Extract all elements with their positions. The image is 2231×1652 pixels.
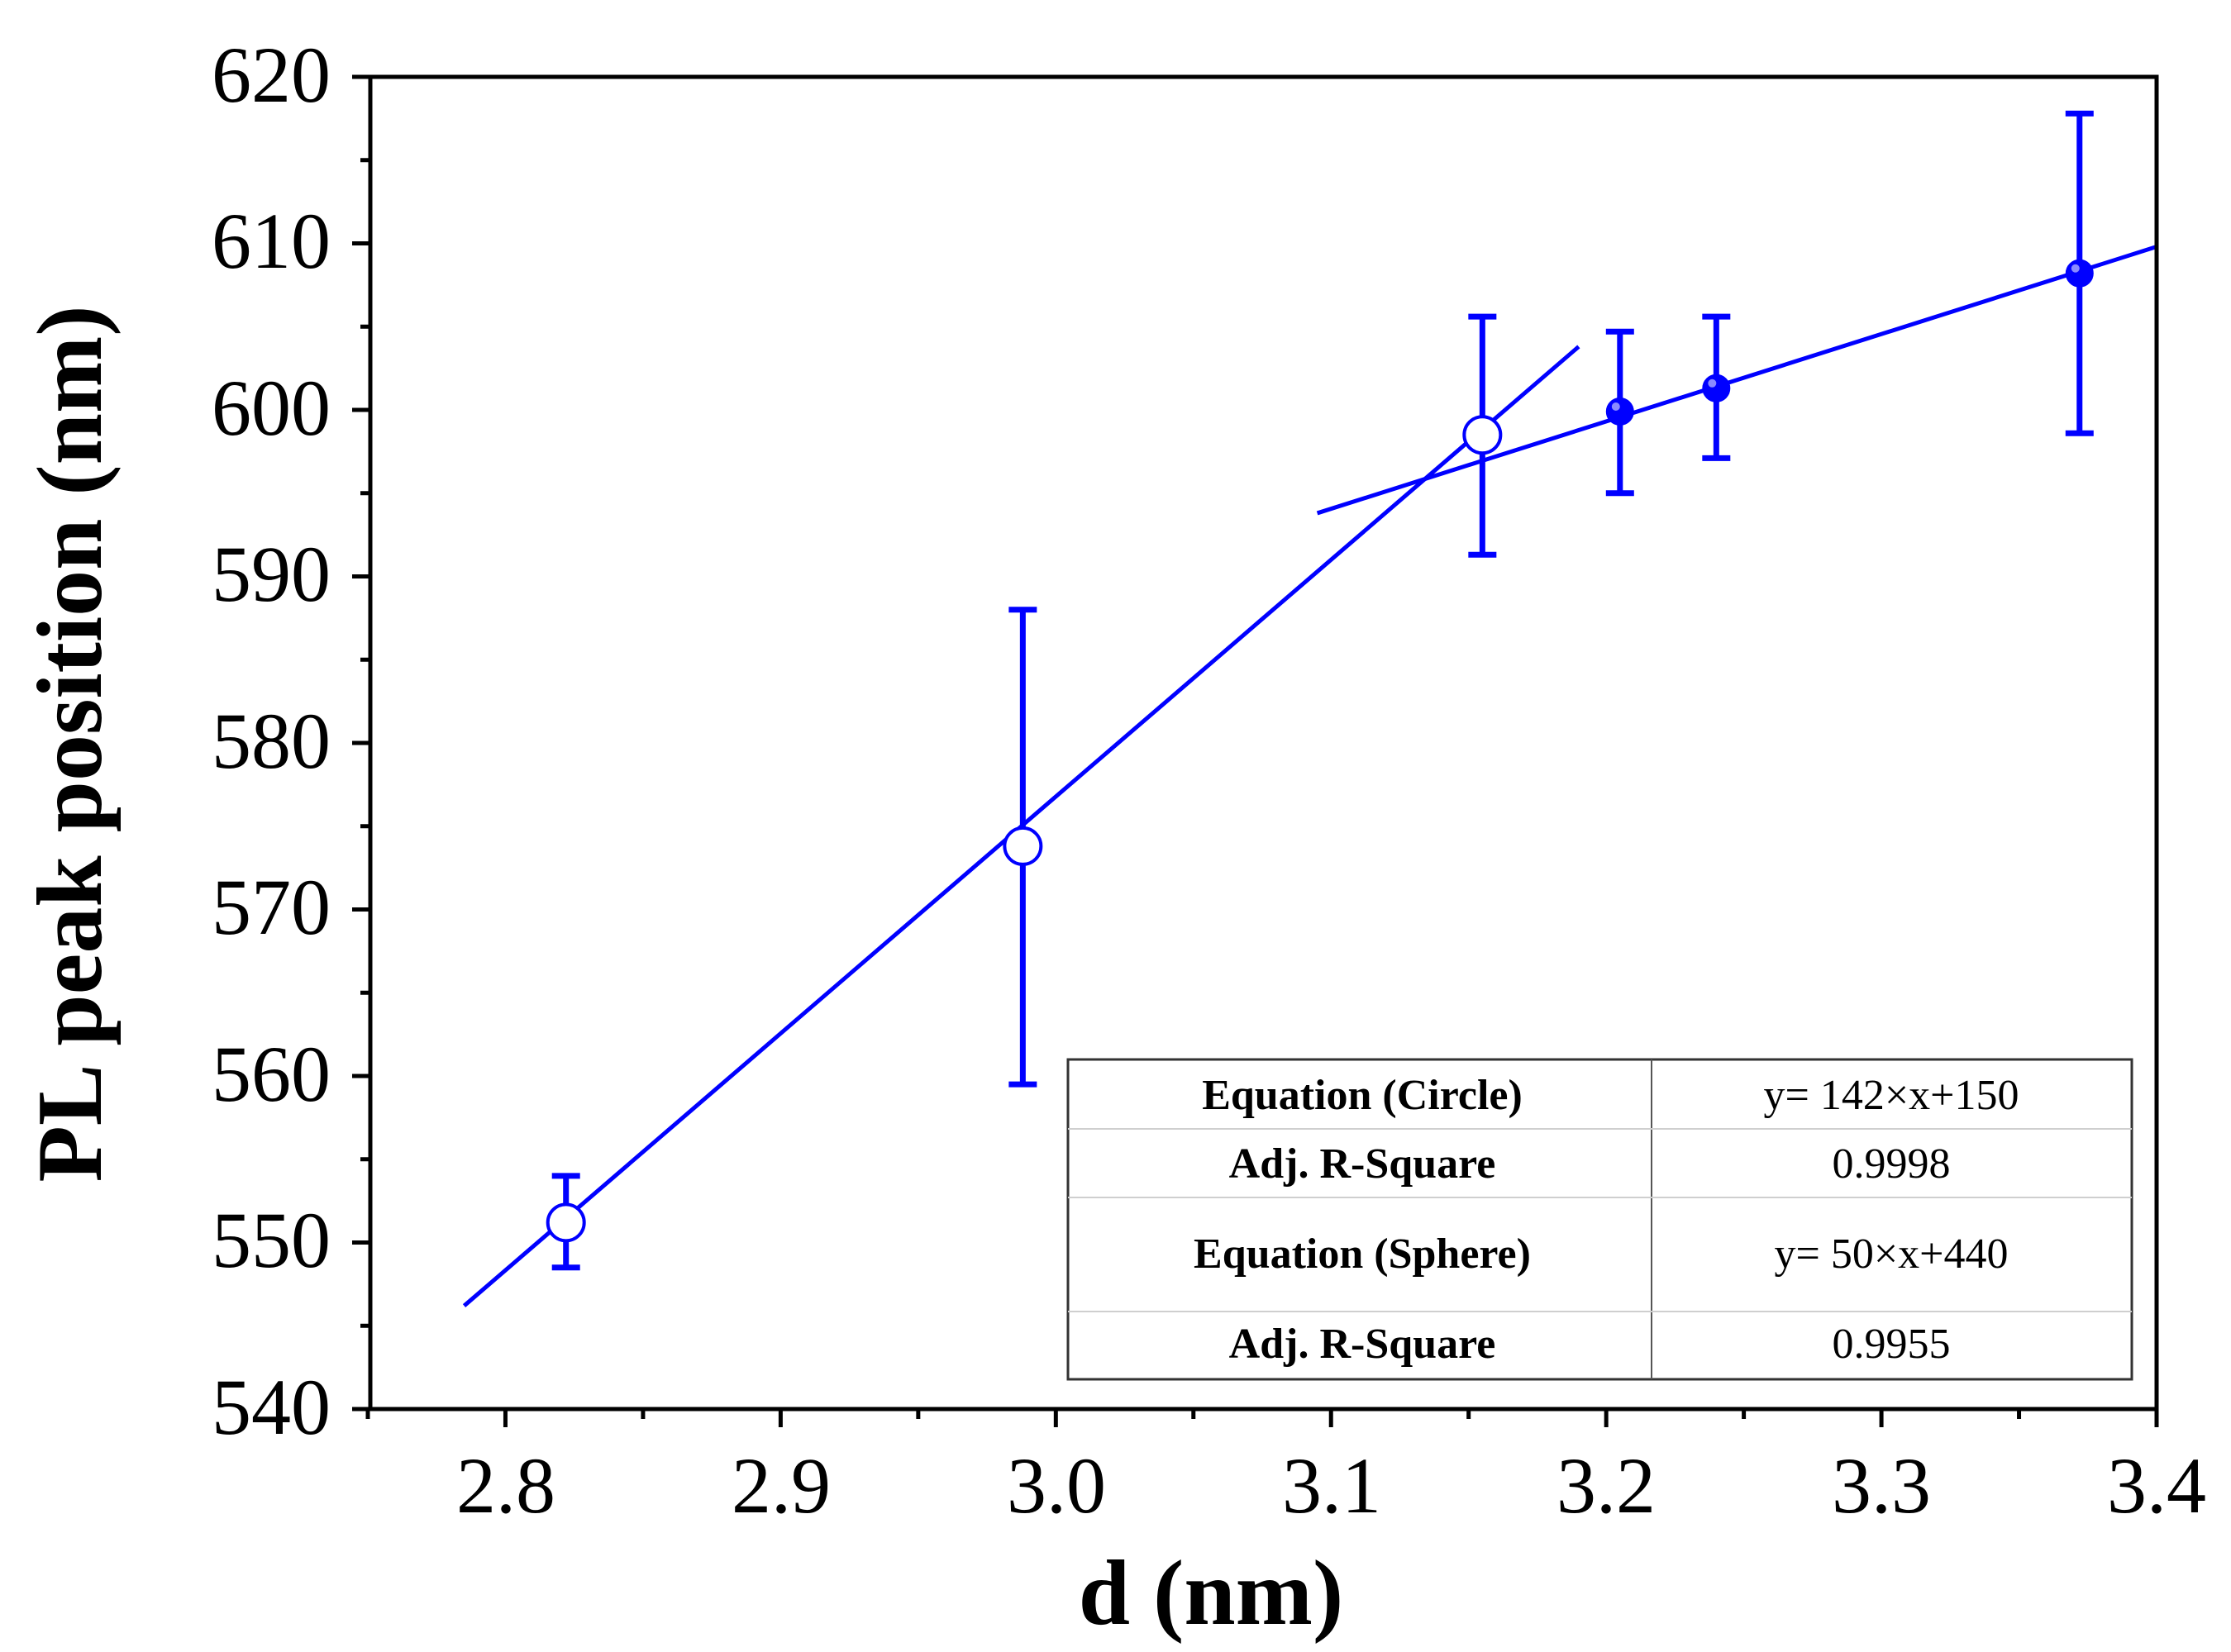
x-axis-title: d (nm) (1079, 1542, 1343, 1645)
x-tick-label: 2.9 (732, 1441, 831, 1530)
y-axis-ticks (352, 74, 370, 1412)
data-point-sphere (2065, 259, 2094, 288)
table-row-label: Adj. R-Square (1229, 1321, 1496, 1368)
table-row-label: Adj. R-Square (1229, 1140, 1496, 1188)
data-point-circle (1003, 826, 1043, 866)
y-tick-label: 570 (212, 863, 331, 951)
x-tick-label: 3.1 (1282, 1441, 1381, 1530)
y-tick-label: 540 (212, 1363, 331, 1451)
y-tick-label: 560 (212, 1030, 331, 1118)
y-tick-label: 610 (212, 197, 331, 285)
x-tick-label: 3.0 (1007, 1441, 1106, 1530)
data-point-highlight (1708, 378, 1717, 388)
x-tick-label: 3.4 (2107, 1441, 2206, 1530)
table-row-value: 0.9998 (1833, 1140, 1951, 1188)
x-axis-ticks (365, 1409, 2159, 1427)
table-frame (1066, 1058, 2133, 1381)
table-row-value: y= 142×x+150 (1764, 1072, 2019, 1119)
table-row-value: y= 50×x+440 (1775, 1231, 2009, 1278)
x-tick-label: 2.8 (456, 1441, 555, 1530)
table-row-label: Equation (Circle) (1202, 1072, 1523, 1119)
y-tick-label: 620 (212, 31, 331, 119)
data-point-highlight (1611, 402, 1620, 412)
y-tick-label: 550 (212, 1196, 331, 1284)
x-tick-label: 3.3 (1832, 1441, 1931, 1530)
data-point-circle (546, 1202, 586, 1243)
table-row-value: 0.9955 (1833, 1321, 1951, 1368)
data-point-sphere (1702, 374, 1731, 402)
y-tick-label: 600 (212, 364, 331, 452)
data-point-highlight (2071, 264, 2080, 273)
data-point-sphere (1605, 398, 1634, 426)
x-tick-label: 3.2 (1556, 1441, 1656, 1530)
table-row-label: Equation (Sphere) (1194, 1231, 1531, 1278)
y-tick-label: 580 (212, 697, 331, 785)
fit-results-table: Equation (Circle) y= 142×x+150 Adj. R-Sq… (1066, 1058, 2133, 1381)
data-point-circle (1462, 415, 1503, 455)
y-tick-label: 590 (212, 530, 331, 618)
y-axis-title: PL peak position (nm) (19, 305, 122, 1182)
data-markers (546, 259, 2094, 1243)
fit-line (1316, 245, 2157, 516)
